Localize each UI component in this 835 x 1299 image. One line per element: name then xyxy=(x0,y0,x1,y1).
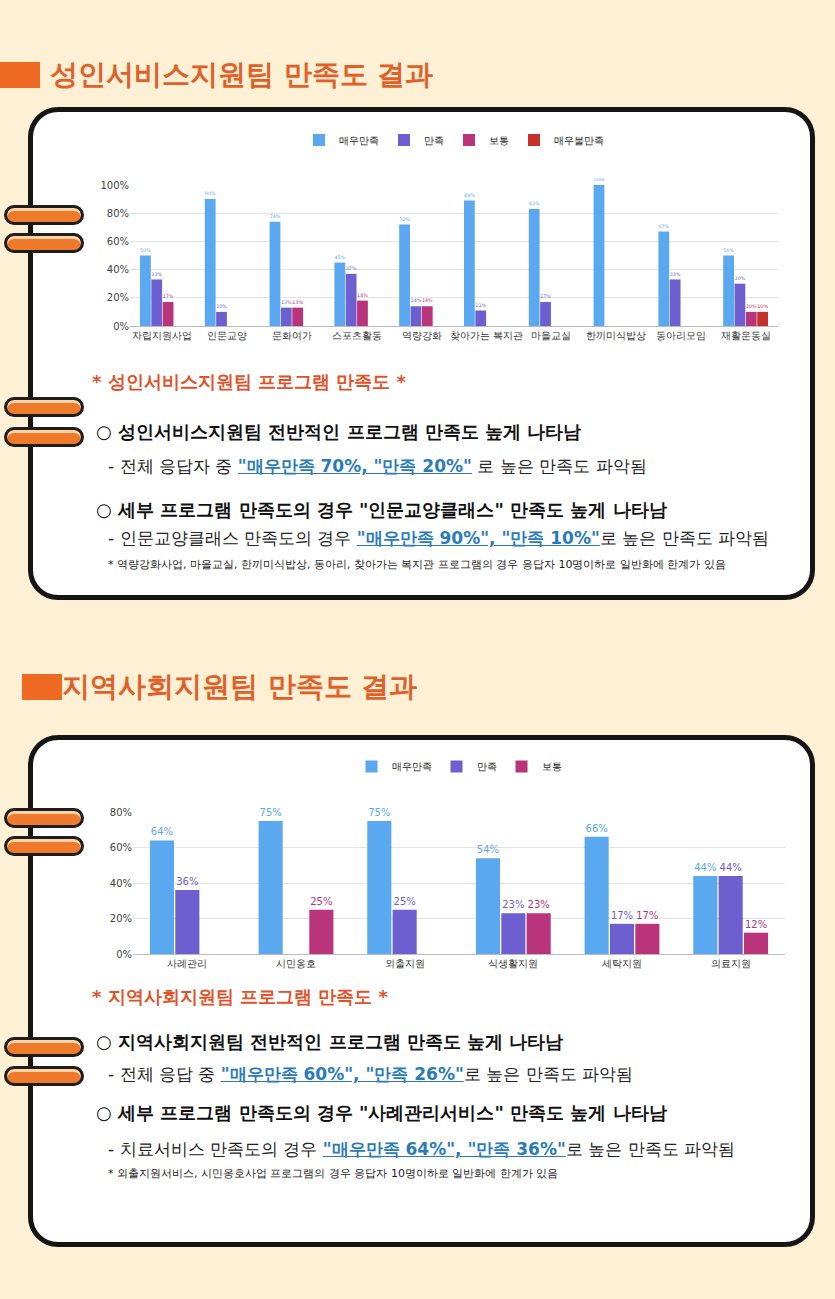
svg-text:20%: 20% xyxy=(107,292,129,303)
svg-text:찾아가는 복지관: 찾아가는 복지관 xyxy=(450,330,523,341)
svg-text:80%: 80% xyxy=(110,807,132,818)
svg-text:재활운동실: 재활운동실 xyxy=(721,330,771,341)
svg-text:75%: 75% xyxy=(260,807,282,818)
svg-text:74%: 74% xyxy=(270,214,281,219)
svg-text:33%: 33% xyxy=(151,272,162,277)
svg-text:13%: 13% xyxy=(292,300,303,305)
svg-text:보통: 보통 xyxy=(542,761,562,772)
svg-text:세탁지원: 세탁지원 xyxy=(602,958,642,969)
svg-text:10%: 10% xyxy=(216,304,227,309)
svg-text:식생활지원: 식생활지원 xyxy=(488,958,538,969)
svg-text:0%: 0% xyxy=(116,949,132,960)
svg-text:23%: 23% xyxy=(528,899,550,910)
svg-text:인문교양: 인문교양 xyxy=(207,330,247,341)
svg-text:한끼미식밥상: 한끼미식밥상 xyxy=(586,330,646,341)
svg-text:사례관리: 사례관리 xyxy=(167,958,207,969)
svg-text:100%: 100% xyxy=(594,178,605,182)
svg-text:13%: 13% xyxy=(281,300,292,305)
svg-text:마을교실: 마을교실 xyxy=(531,330,571,341)
svg-text:66%: 66% xyxy=(586,823,608,834)
svg-text:40%: 40% xyxy=(107,264,129,275)
svg-text:67%: 67% xyxy=(658,224,669,229)
svg-text:11%: 11% xyxy=(475,303,486,308)
svg-text:33%: 33% xyxy=(670,272,681,277)
svg-text:12%: 12% xyxy=(745,919,767,930)
html-text:- 치료서비스 만족도의 경우"매우만족 64%", "만족: - 치료서비스 만족도의 경우"매우만족 64%", "만족 36%"로 높은 … xyxy=(108,1139,735,1159)
html-text:* 지역사회지원팀 프로그램 만족도 *: * 지역사회지원팀 프로그램 만족도 * xyxy=(92,986,388,1007)
svg-text:문화여가: 문화여가 xyxy=(272,330,312,341)
svg-text:40%: 40% xyxy=(110,878,132,889)
svg-text:17%: 17% xyxy=(163,294,174,299)
svg-text:25%: 25% xyxy=(310,896,332,907)
html-text:* 외출지원서비스, 시민옹호사업 프로그램의 경우 응답자: * 외출지원서비스, 시민옹호사업 프로그램의 경우 응답자 10명이하로 일반… xyxy=(108,1167,559,1180)
svg-text:매우불만족: 매우불만족 xyxy=(554,135,604,146)
svg-text:외출지원: 외출지원 xyxy=(385,958,425,969)
svg-text:17%: 17% xyxy=(540,294,551,299)
svg-text:18%: 18% xyxy=(357,293,368,298)
svg-text:45%: 45% xyxy=(334,255,345,260)
html-text:지역사회지원팀 만족도 결과: 지역사회지원팀 만족도 결과 xyxy=(62,670,418,703)
svg-text:17%: 17% xyxy=(611,910,633,921)
html-text:○ 세부 프로그램 만족도의 경우 "인문교양클래스" 만족: ○ 세부 프로그램 만족도의 경우 "인문교양클래스" 만족도 높게 나타남 xyxy=(96,499,667,520)
svg-text:14%: 14% xyxy=(422,298,433,303)
html-text:- 인문교양클래스 만족도의 경우"매우만족 90%", ": - 인문교양클래스 만족도의 경우"매우만족 90%", "만족 10%"로 높… xyxy=(108,528,769,548)
svg-text:역량강화: 역량강화 xyxy=(402,330,442,341)
html-text:○ 세부 프로그램 만족도의 경우 "사례관리서비스" 만족: ○ 세부 프로그램 만족도의 경우 "사례관리서비스" 만족도 높게 나타남 xyxy=(96,1102,667,1123)
svg-text:44%: 44% xyxy=(694,862,716,873)
svg-text:의료지원: 의료지원 xyxy=(711,958,751,969)
html-text:* 성인서비스지원팀 프로그램 만족도 *: * 성인서비스지원팀 프로그램 만족도 * xyxy=(92,371,406,392)
svg-text:동아리모임: 동아리모임 xyxy=(656,330,706,341)
svg-text:80%: 80% xyxy=(107,208,129,219)
svg-text:매우만족: 매우만족 xyxy=(339,135,379,146)
svg-text:90%: 90% xyxy=(205,191,216,196)
svg-text:시민옹호: 시민옹호 xyxy=(276,958,316,969)
svg-text:만족: 만족 xyxy=(477,761,497,772)
html-text:* 역량강화사업, 마을교실, 한끼미식밥상, 동아리, 찾: * 역량강화사업, 마을교실, 한끼미식밥상, 동아리, 찾아가는 복지관 프로… xyxy=(108,558,726,571)
html-text:- 전체 응답자 중"매우만족 70%, "만족 20%"로: - 전체 응답자 중"매우만족 70%, "만족 20%"로 높은 만족도 파악… xyxy=(108,456,647,476)
svg-text:30%: 30% xyxy=(735,276,746,281)
svg-text:10%: 10% xyxy=(746,304,757,309)
svg-text:자립지원사업: 자립지원사업 xyxy=(132,330,192,341)
svg-text:14%: 14% xyxy=(411,298,422,303)
svg-text:보통: 보통 xyxy=(489,135,509,146)
svg-text:50%: 50% xyxy=(140,248,151,253)
html-text:○ 성인서비스지원팀 전반적인 프로그램 만족도 높게 나타: ○ 성인서비스지원팀 전반적인 프로그램 만족도 높게 나타남 xyxy=(96,421,582,442)
svg-text:25%: 25% xyxy=(394,896,416,907)
svg-text:54%: 54% xyxy=(477,844,499,855)
svg-text:23%: 23% xyxy=(502,899,524,910)
svg-text:89%: 89% xyxy=(464,193,475,198)
svg-text:72%: 72% xyxy=(399,217,410,222)
svg-text:60%: 60% xyxy=(110,842,132,853)
svg-text:50%: 50% xyxy=(723,248,734,253)
svg-text:100%: 100% xyxy=(100,180,129,191)
svg-text:17%: 17% xyxy=(636,910,658,921)
html-text:○ 지역사회지원팀 전반적인 프로그램 만족도 높게 나타남: ○ 지역사회지원팀 전반적인 프로그램 만족도 높게 나타남 xyxy=(96,1031,564,1052)
svg-text:75%: 75% xyxy=(368,807,390,818)
svg-text:20%: 20% xyxy=(110,913,132,924)
svg-text:0%: 0% xyxy=(113,321,129,332)
svg-text:만족: 만족 xyxy=(424,135,444,146)
svg-text:64%: 64% xyxy=(151,826,173,837)
svg-text:60%: 60% xyxy=(107,236,129,247)
html-text:- 전체 응답 중"매우만족 60%", "만족 26%"로: - 전체 응답 중"매우만족 60%", "만족 26%"로 높은 만족도 파악… xyxy=(108,1064,633,1084)
svg-text:36%: 36% xyxy=(176,876,198,887)
svg-text:37%: 37% xyxy=(346,266,357,271)
svg-text:44%: 44% xyxy=(720,862,742,873)
html-text:성인서비스지원팀 만족도 결과: 성인서비스지원팀 만족도 결과 xyxy=(50,58,434,91)
svg-text:매우만족: 매우만족 xyxy=(392,761,432,772)
svg-text:10%: 10% xyxy=(757,304,768,309)
svg-text:스포츠활동: 스포츠활동 xyxy=(332,330,382,341)
svg-text:83%: 83% xyxy=(529,201,540,206)
